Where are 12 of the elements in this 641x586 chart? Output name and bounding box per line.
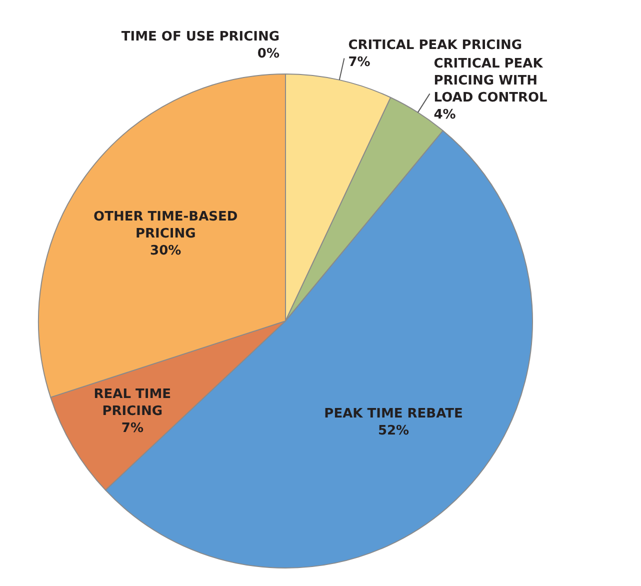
data-label: 4% <box>434 108 456 123</box>
slice-label: REAL TIME PRICING <box>94 386 172 419</box>
slice-label: OTHER TIME-BASED PRICING <box>94 209 238 242</box>
data-label: 7% <box>121 420 144 436</box>
category-label: TIME OF USE PRICING <box>121 30 280 45</box>
slice-label: PEAK TIME REBATE <box>324 406 463 422</box>
slice-label: CRITICAL PEAK PRICING <box>348 38 522 54</box>
slice-label: CRITICAL PEAK PRICING WITH LOAD CONTROL <box>434 56 548 106</box>
data-label: 52% <box>378 423 410 438</box>
data-label: 7% <box>348 55 370 70</box>
data-label: 30% <box>150 243 182 258</box>
text: 0% <box>257 46 280 62</box>
